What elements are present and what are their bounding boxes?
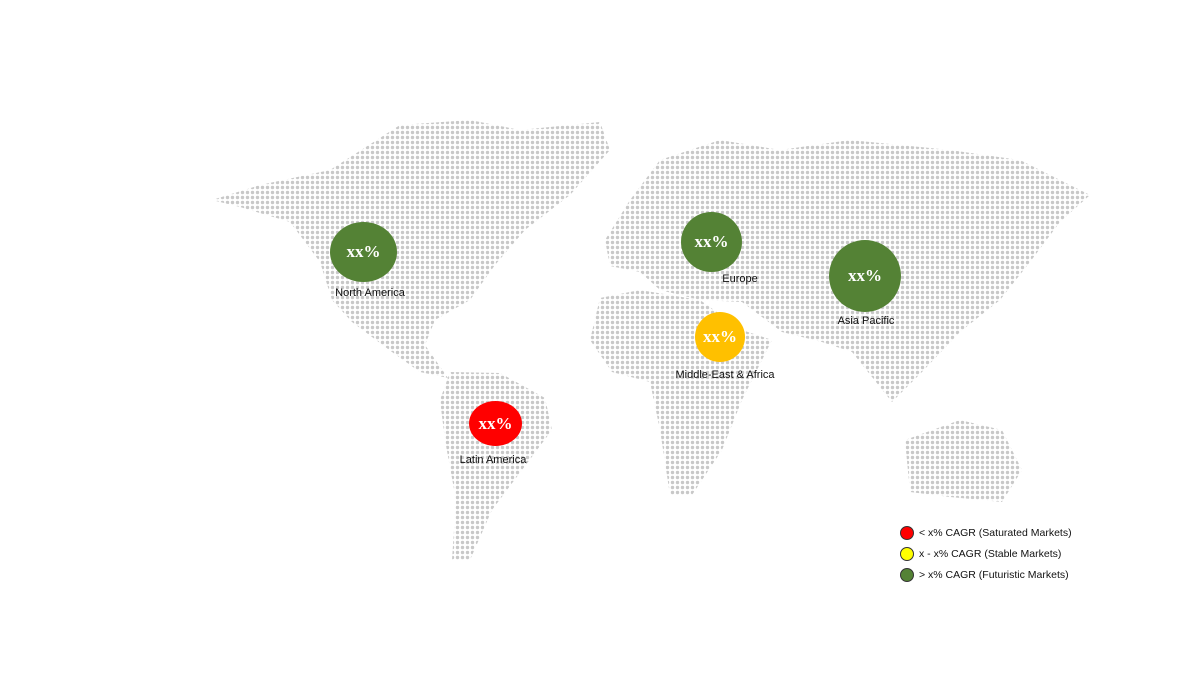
yellow-circle-icon [900, 546, 914, 561]
legend-item-futuristic: > x% CAGR (Futuristic Markets) [900, 564, 1072, 585]
north-america-label: North America [335, 287, 405, 299]
legend-item-stable: x - x% CAGR (Stable Markets) [900, 543, 1072, 564]
latin-america-label: Latin America [459, 454, 527, 466]
legend-label: > x% CAGR (Futuristic Markets) [919, 568, 1069, 581]
legend-item-saturated: < x% CAGR (Saturated Markets) [900, 522, 1072, 543]
asia-pacific-bubble: xx% [829, 240, 901, 312]
south-america-landmass [440, 372, 552, 560]
red-circle-icon [900, 525, 914, 540]
australia-landmass [905, 420, 1022, 502]
africa-landmass [590, 290, 772, 495]
green-circle-icon [900, 567, 914, 582]
europe-bubble: xx% [681, 212, 742, 272]
europe-label: Europe [722, 273, 758, 285]
legend-label: < x% CAGR (Saturated Markets) [919, 526, 1072, 539]
middle-east-africa-bubble: xx% [695, 312, 745, 362]
north-america-landmass [212, 120, 610, 378]
middle-east-africa-label: Middle-East & Africa [675, 369, 775, 381]
legend: < x% CAGR (Saturated Markets) x - x% CAG… [900, 522, 1072, 585]
latin-america-bubble: xx% [469, 401, 522, 446]
asia-pacific-label: Asia Pacific [837, 315, 895, 327]
legend-label: x - x% CAGR (Stable Markets) [919, 547, 1062, 560]
north-america-bubble: xx% [330, 222, 397, 282]
